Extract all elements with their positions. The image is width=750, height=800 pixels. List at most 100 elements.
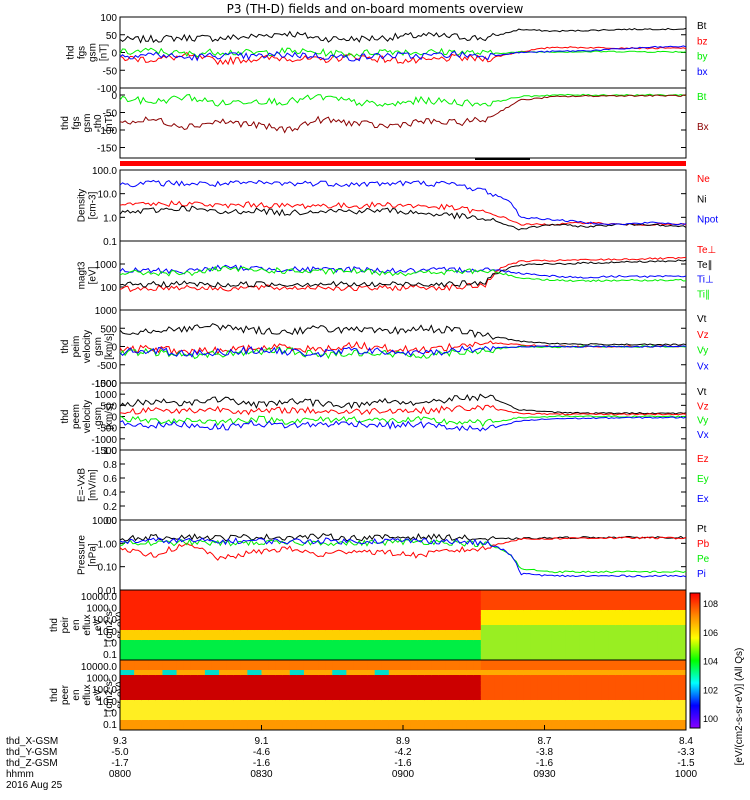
heatmap-cell	[551, 595, 560, 601]
heatmap-cell	[494, 605, 503, 611]
heatmap-cell	[367, 655, 376, 661]
heatmap-cell	[261, 695, 270, 701]
status-bar-mark	[475, 158, 530, 160]
heatmap-cell	[282, 725, 291, 731]
heatmap-cell	[594, 670, 602, 676]
ephem-value: -3.8	[536, 747, 554, 758]
heatmap-cell	[233, 675, 241, 681]
heatmap-cell	[502, 685, 510, 691]
heatmap-cell	[339, 700, 347, 706]
heatmap-cell	[381, 725, 390, 731]
heatmap-cell	[650, 635, 659, 641]
heatmap-cell	[162, 600, 171, 606]
heatmap-cell	[410, 640, 418, 646]
heatmap-cell	[261, 690, 270, 696]
heatmap-cell	[240, 660, 248, 666]
heatmap-cell	[417, 685, 425, 691]
heatmap-cell	[487, 645, 496, 651]
heatmap-cell	[346, 640, 354, 646]
heatmap-cell	[622, 680, 630, 686]
heatmap-cell	[678, 625, 687, 631]
heatmap-cell	[169, 605, 178, 611]
heatmap-cell	[162, 715, 171, 721]
heatmap-cell	[374, 605, 383, 611]
heatmap-cell	[466, 605, 475, 611]
heatmap-cell	[629, 590, 637, 596]
ytick-label-efield: 0.2	[103, 502, 117, 513]
heatmap-cell	[445, 630, 454, 636]
heatmap-cell	[141, 720, 149, 726]
heatmap-cell	[204, 695, 213, 701]
heatmap-cell	[487, 710, 496, 716]
heatmap-cell	[417, 590, 425, 596]
heatmap-cell	[558, 700, 567, 706]
heatmap-cell	[353, 665, 362, 671]
heatmap-cell	[431, 700, 439, 706]
heatmap-cell	[502, 620, 510, 626]
heatmap-cell	[424, 705, 432, 711]
heatmap-cell	[608, 705, 616, 711]
heatmap-cell	[629, 665, 637, 671]
heatmap-cell	[494, 720, 503, 726]
ephem-row-name: thd_X-GSM	[6, 736, 58, 747]
heatmap-cell	[636, 690, 645, 696]
heatmap-cell	[311, 665, 319, 671]
heatmap-cell	[318, 660, 326, 666]
series-line-peem-Vy	[119, 415, 687, 428]
heatmap-cell	[509, 605, 517, 611]
heatmap-cell	[141, 640, 149, 646]
heatmap-cell	[410, 620, 418, 626]
ytick-label-fgs: 50	[106, 31, 118, 42]
heatmap-cell	[417, 645, 425, 651]
heatmap-cell	[509, 715, 517, 721]
heatmap-cell	[565, 720, 574, 726]
heatmap-cell	[459, 675, 468, 681]
heatmap-cell	[445, 660, 454, 666]
heatmap-cell	[360, 675, 369, 681]
series-line-fgs-by	[119, 47, 687, 58]
heatmap-cell	[530, 620, 538, 626]
heatmap-cell	[509, 700, 517, 706]
heatmap-cell	[551, 695, 560, 701]
heatmap-cell	[155, 645, 163, 651]
heatmap-cell	[650, 620, 659, 626]
heatmap-cell	[134, 600, 142, 606]
heatmap-cell	[162, 645, 171, 651]
heatmap-cell	[403, 605, 411, 611]
heatmap-cell	[572, 620, 581, 626]
heatmap-cell	[622, 715, 630, 721]
heatmap-cell	[551, 610, 560, 616]
heatmap-cell	[551, 650, 560, 656]
heatmap-cell	[431, 670, 439, 676]
heatmap-cell	[134, 620, 142, 626]
heatmap-cell	[211, 700, 220, 706]
heatmap-cell	[671, 630, 680, 636]
heatmap-cell	[594, 695, 602, 701]
heatmap-cell	[388, 600, 397, 606]
heatmap-cell	[268, 635, 277, 641]
heatmap-cell	[282, 650, 291, 656]
heatmap-cell	[346, 590, 354, 596]
heatmap-cell	[558, 675, 567, 681]
heatmap-cell	[346, 685, 354, 691]
heatmap-cell	[601, 720, 609, 726]
heatmap-cell	[509, 670, 517, 676]
heatmap-cell	[509, 685, 517, 691]
heatmap-cell	[127, 695, 135, 701]
heatmap-cell	[120, 615, 128, 621]
heatmap-cell	[424, 655, 432, 661]
heatmap-cell	[325, 685, 333, 691]
heatmap-cell	[183, 595, 192, 601]
heatmap-cell	[148, 665, 156, 671]
heatmap-cell	[678, 720, 687, 726]
heatmap-cell	[643, 705, 652, 711]
heatmap-cell	[544, 685, 553, 691]
heatmap-cell	[586, 675, 595, 681]
heatmap-cell	[636, 595, 645, 601]
heatmap-cell	[318, 595, 326, 601]
heatmap-cell	[594, 705, 602, 711]
heatmap-cell	[544, 600, 553, 606]
heatmap-cell	[289, 700, 298, 706]
heatmap-cell	[204, 590, 213, 596]
heatmap-cell	[601, 725, 609, 731]
